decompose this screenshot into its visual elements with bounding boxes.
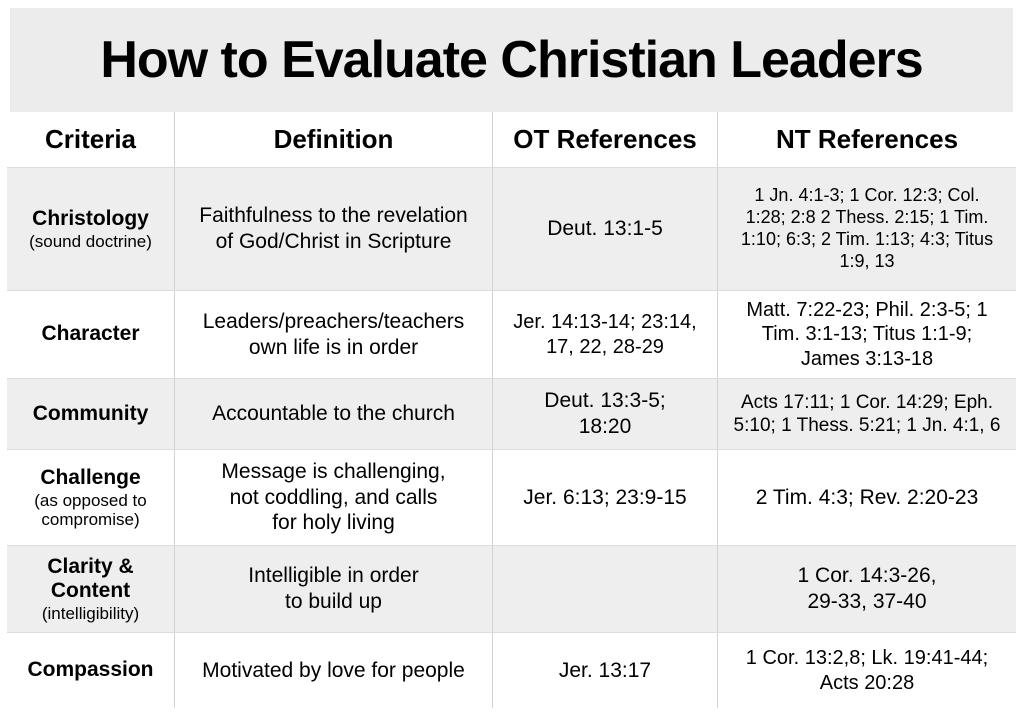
cell-definition: Intelligible in order to build up xyxy=(175,546,493,632)
cell-nt-references: Acts 17:11; 1 Cor. 14:29; Eph. 5:10; 1 T… xyxy=(733,391,1001,436)
cell-ot-references: Deut. 13:3-5; 18:20 xyxy=(493,379,718,449)
title-banner: How to Evaluate Christian Leaders xyxy=(10,8,1013,112)
criteria-label: Challenge xyxy=(40,466,141,490)
cell-definition: Message is challenging, not coddling, an… xyxy=(175,450,493,545)
cell-definition: Leaders/preachers/teachers own life is i… xyxy=(175,291,493,378)
column-header-definition: Definition xyxy=(175,112,493,167)
cell-ot-references: Deut. 13:1-5 xyxy=(493,168,718,290)
criteria-note: (as opposed to compromise) xyxy=(34,490,147,529)
cell-definition: Faithfulness to the revelation of God/Ch… xyxy=(175,168,493,290)
cell-ot-references: Jer. 14:13-14; 23:14, 17, 22, 28-29 xyxy=(493,291,718,378)
table-row-character: Character Leaders/preachers/teachers own… xyxy=(7,290,1016,378)
cell-nt-references: 1 Cor. 13:2,8; Lk. 19:41-44; Acts 20:28 xyxy=(745,647,989,694)
evaluation-table: Criteria Definition OT References NT Ref… xyxy=(7,112,1016,708)
cell-nt-references: Matt. 7:22-23; Phil. 2:3-5; 1 Tim. 3:1-1… xyxy=(746,298,988,370)
table-row-clarity-content: Clarity & Content (intelligibility) Inte… xyxy=(7,545,1016,632)
column-header-ot-references: OT References xyxy=(493,112,718,167)
cell-nt-references: 2 Tim. 4:3; Rev. 2:20-23 xyxy=(755,485,979,509)
column-header-criteria: Criteria xyxy=(7,112,175,167)
cell-criteria: Character xyxy=(7,291,175,378)
cell-ot-references: Jer. 13:17 xyxy=(493,633,718,708)
column-header-nt-references: NT References xyxy=(775,123,959,154)
table-row-christology: Christology (sound doctrine) Faithfulnes… xyxy=(7,167,1016,290)
cell-criteria: Community xyxy=(7,379,175,449)
cell-ot-references xyxy=(493,546,718,632)
cell-criteria: Compassion xyxy=(7,633,175,708)
cell-ot-references: Jer. 6:13; 23:9-15 xyxy=(493,450,718,545)
criteria-note: (intelligibility) xyxy=(41,603,140,623)
table-row-compassion: Compassion Motivated by love for people … xyxy=(7,632,1016,708)
cell-criteria: Challenge (as opposed to compromise) xyxy=(7,450,175,545)
criteria-label: Christology xyxy=(32,207,149,231)
cell-criteria: Christology (sound doctrine) xyxy=(7,168,175,290)
criteria-note: (sound doctrine) xyxy=(29,231,152,251)
cell-nt-references: 1 Cor. 14:3-26, 29-33, 37-40 xyxy=(797,564,937,613)
criteria-label: Clarity & Content xyxy=(47,555,134,603)
table-row-community: Community Accountable to the church Deut… xyxy=(7,378,1016,449)
criteria-label: Compassion xyxy=(27,658,154,682)
cell-definition: Motivated by love for people xyxy=(175,633,493,708)
table-row-challenge: Challenge (as opposed to compromise) Mes… xyxy=(7,449,1016,545)
criteria-label: Community xyxy=(32,401,149,425)
cell-criteria: Clarity & Content (intelligibility) xyxy=(7,546,175,632)
header-row: Criteria Definition OT References NT Ref… xyxy=(7,112,1016,167)
cell-nt-references: 1 Jn. 4:1-3; 1 Cor. 12:3; Col. 1:28; 2:8… xyxy=(740,185,994,271)
page-title: How to Evaluate Christian Leaders xyxy=(100,31,923,89)
criteria-label: Character xyxy=(41,322,140,346)
cell-definition: Accountable to the church xyxy=(175,379,493,449)
